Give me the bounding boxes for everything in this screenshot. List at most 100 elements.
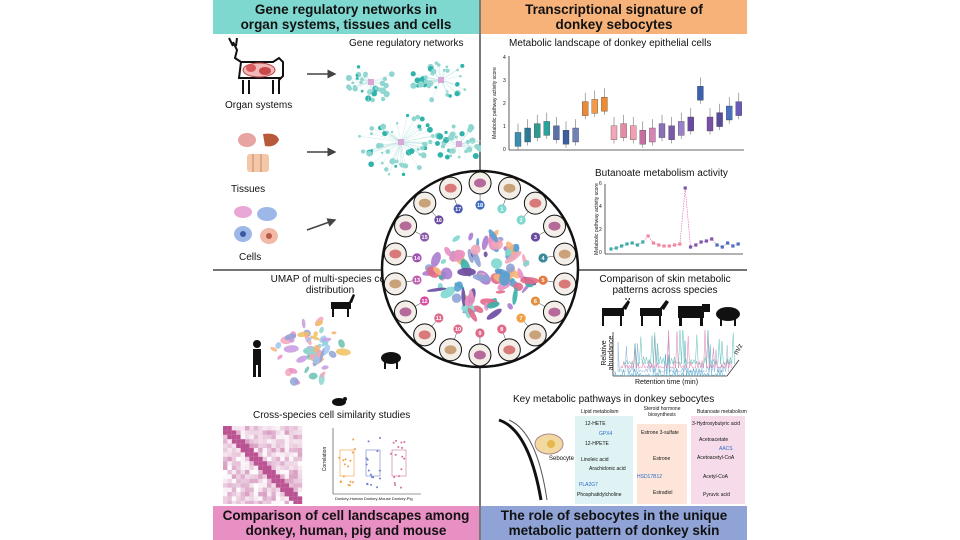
wheel-number: 18	[477, 203, 483, 209]
network-node	[434, 61, 439, 65]
organ-icon	[558, 279, 571, 289]
metabolic-boxplot	[508, 56, 744, 151]
heatmap-cell	[227, 474, 231, 478]
heatmap-cell	[240, 500, 245, 504]
lipid-enzyme-pla2g7: PLA2G7	[579, 482, 598, 488]
heatmap-cell	[271, 439, 276, 444]
heatmap-cell	[280, 492, 285, 497]
organ-icon	[399, 221, 412, 231]
network-edge	[368, 81, 372, 101]
heatmap-cell	[236, 474, 241, 479]
heatmap-cell	[271, 496, 276, 501]
scatter-point	[349, 459, 352, 462]
network-edge	[440, 79, 465, 90]
organ-icon	[389, 249, 402, 259]
butanoate-point	[630, 241, 634, 245]
heatmap-cell	[267, 483, 272, 488]
heatmap-cell	[267, 492, 272, 497]
network-node	[426, 84, 432, 89]
network-node	[448, 94, 452, 98]
cell-icon	[234, 206, 278, 244]
heatmap-cell	[232, 479, 236, 483]
heatmap-cell	[258, 478, 263, 484]
heatmap-cell	[227, 452, 232, 457]
heatmap-cell	[223, 500, 228, 504]
heatmap-cell	[267, 470, 272, 475]
wheel-cluster	[517, 268, 525, 281]
wheel-number: 1	[500, 207, 503, 213]
banner-top-right-text: Transcriptional signature of donkey sebo…	[525, 2, 703, 32]
heatmap-cell	[223, 470, 227, 474]
wheel-cluster	[520, 277, 539, 285]
heatmap-cell	[293, 500, 298, 504]
sebocyte-label: Sebocyte	[549, 456, 575, 462]
butanoate-node-acetyl-coa: Acetyl-CoA	[703, 474, 729, 480]
heatmap-cell	[236, 488, 240, 492]
heatmap-cell	[245, 452, 250, 457]
heatmap-cell	[284, 434, 289, 440]
network-node	[384, 167, 389, 172]
scatter-point	[338, 456, 341, 459]
heatmap-cell	[275, 443, 281, 448]
heatmap-cell	[275, 456, 281, 462]
scatter-point	[397, 446, 400, 449]
scatter-point	[366, 458, 369, 461]
banner-bottom-right: The role of sebocytes in the unique meta…	[481, 506, 747, 540]
umap-cluster-blobs	[270, 316, 351, 386]
wheel-cluster	[523, 260, 530, 267]
heatmap-cell	[262, 452, 267, 457]
heatmap-cell	[240, 474, 245, 479]
heatmap-cell	[271, 461, 276, 466]
steroid-enzyme-hsd17b12: HSD17B12	[637, 474, 663, 480]
network-node	[383, 90, 390, 98]
heatmap-cell	[267, 465, 272, 470]
network-node	[444, 154, 450, 160]
umap-cluster	[331, 331, 337, 335]
network-node	[417, 81, 425, 88]
heatmap-cell	[253, 430, 259, 435]
wheel-number: 17	[455, 207, 461, 213]
heatmap-cell	[275, 448, 281, 453]
heatmap-cell	[280, 496, 285, 501]
wheel-cluster	[473, 305, 484, 313]
heatmap-cell	[249, 465, 254, 470]
wheel-cluster	[488, 229, 498, 243]
wheel-number-badge	[453, 204, 463, 214]
heatmap-cell	[275, 461, 281, 466]
umap-cluster	[313, 344, 320, 353]
wheel-cluster	[513, 244, 519, 252]
network-node	[408, 148, 415, 154]
heatmap-cell	[267, 461, 272, 466]
network-node	[358, 134, 361, 138]
scatter-point	[339, 481, 342, 484]
heatmap-cell	[275, 439, 281, 444]
heatmap-cell	[236, 439, 241, 444]
heatmap-cell	[240, 487, 245, 492]
heatmap-cell	[267, 443, 272, 448]
heatmap-cell	[275, 470, 281, 475]
heatmap-cell	[275, 474, 281, 479]
network-edge	[371, 141, 402, 151]
network-node	[370, 97, 375, 103]
heatmap-cell	[249, 461, 254, 466]
heatmap-cell	[249, 439, 254, 444]
wheel-number-badge	[497, 324, 507, 334]
butanoate-point	[688, 245, 693, 249]
umap-cluster	[289, 377, 299, 386]
heatmap-cell	[227, 487, 232, 492]
wheel-cluster	[484, 302, 489, 311]
heatmap-cell	[267, 478, 272, 484]
butanoate-point	[683, 186, 687, 190]
network-node	[379, 80, 386, 87]
heatmap-cell	[293, 452, 298, 457]
wheel-cluster	[468, 232, 474, 241]
wheel-cluster	[440, 259, 447, 265]
heatmap-cell	[262, 439, 267, 444]
box	[543, 121, 550, 136]
scatter-point	[392, 441, 395, 444]
network-node	[394, 164, 398, 168]
heatmap-cell	[223, 452, 228, 457]
heatmap-cell	[289, 492, 294, 497]
umap-cluster	[328, 350, 337, 358]
heatmap-cell	[289, 430, 294, 435]
